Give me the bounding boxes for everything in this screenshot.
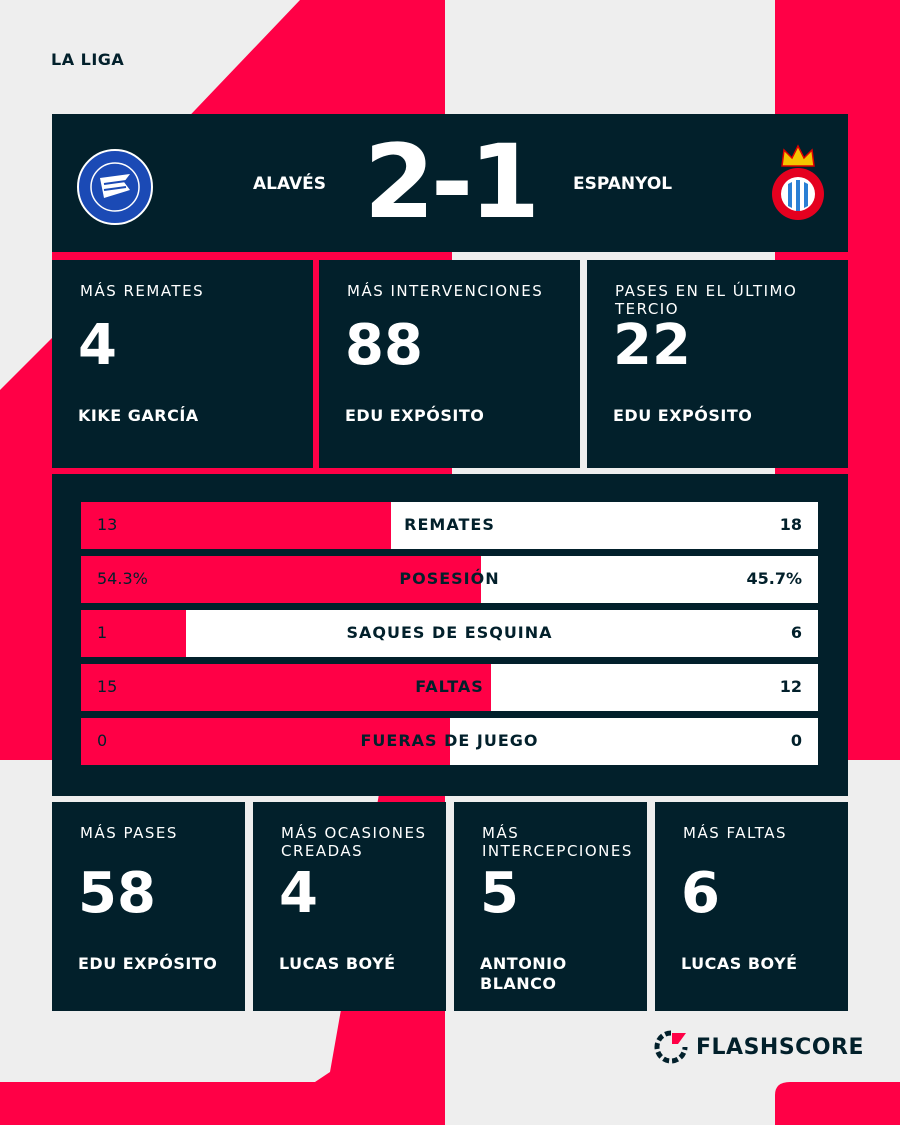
leader-label: MÁS REMATES: [80, 282, 205, 300]
stat-bar: FALTAS 15 12: [81, 664, 818, 711]
brand-name: FLASHSCORE: [696, 1034, 864, 1060]
leader-value: 88: [345, 313, 423, 378]
leader-label: MÁS FALTAS: [683, 824, 788, 842]
leader-player: LUCAS BOYÉ: [681, 954, 798, 973]
stat-home-value: 15: [97, 677, 118, 696]
stat-bar-fill: [81, 556, 482, 603]
alaves-logo: [77, 149, 153, 225]
stat-name: POSESIÓN: [399, 569, 500, 588]
leader-value: 6: [681, 861, 720, 926]
leader-player: KIKE GARCÍA: [78, 406, 199, 425]
league-name: LA LIGA: [51, 50, 125, 69]
leader-label: MÁS INTERCEPCIONES: [482, 824, 633, 860]
stat-away-value: 18: [779, 515, 802, 534]
leader-player: LUCAS BOYÉ: [279, 954, 396, 973]
leader-value: 22: [613, 313, 691, 378]
stat-name: SAQUES DE ESQUINA: [346, 623, 553, 642]
stat-name: FALTAS: [415, 677, 484, 696]
bottom-leader-card: MÁS PASES 58 EDU EXPÓSITO: [52, 802, 245, 1011]
bottom-leader-card: MÁS OCASIONES CREADAS 4 LUCAS BOYÉ: [253, 802, 446, 1011]
stat-home-value: 13: [97, 515, 118, 534]
stat-name: REMATES: [404, 515, 495, 534]
leader-value: 4: [279, 861, 318, 926]
bottom-leader-card: MÁS INTERCEPCIONES 5 ANTONIO BLANCO: [454, 802, 647, 1011]
stat-away-value: 6: [790, 623, 802, 642]
top-leader-card: MÁS REMATES 4 KIKE GARCÍA: [52, 260, 313, 468]
stat-away-value: 0: [790, 731, 802, 750]
stat-bar-fill: [81, 718, 450, 765]
stat-away-value: 12: [779, 677, 802, 696]
leader-player: EDU EXPÓSITO: [78, 954, 218, 973]
leader-label: MÁS PASES: [80, 824, 178, 842]
scoreboard: ALAVÉS 2-1 ESPANYOL: [52, 114, 848, 252]
flashscore-logo-icon: [654, 1030, 688, 1064]
stat-bar-fill: [81, 502, 391, 549]
away-team: ESPANYOL: [573, 174, 673, 194]
home-team: ALAVÉS: [253, 174, 327, 194]
stat-bar: POSESIÓN 54.3% 45.7%: [81, 556, 818, 603]
stat-bar-fill: [81, 664, 491, 711]
flashscore-brand: FLASHSCORE: [654, 1030, 864, 1064]
stat-bar: SAQUES DE ESQUINA 1 6: [81, 610, 818, 657]
leader-label: MÁS OCASIONES CREADAS: [281, 824, 427, 860]
leader-label: MÁS INTERVENCIONES: [347, 282, 544, 300]
leader-value: 58: [78, 861, 156, 926]
top-leader-card: PASES EN EL ÚLTIMO TERCIO 22 EDU EXPÓSIT…: [587, 260, 848, 468]
stat-away-value: 45.7%: [746, 569, 802, 588]
stat-home-value: 54.3%: [97, 569, 148, 588]
stat-name: FUERAS DE JUEGO: [360, 731, 539, 750]
bottom-leader-card: MÁS FALTAS 6 LUCAS BOYÉ: [655, 802, 848, 1011]
stat-home-value: 0: [97, 731, 108, 750]
leader-value: 4: [78, 313, 117, 378]
stat-bar: FUERAS DE JUEGO 0 0: [81, 718, 818, 765]
leader-label: PASES EN EL ÚLTIMO TERCIO: [615, 282, 798, 318]
stat-home-value: 1: [97, 623, 108, 642]
top-leader-card: MÁS INTERVENCIONES 88 EDU EXPÓSITO: [319, 260, 580, 468]
leader-value: 5: [480, 861, 519, 926]
stat-bar: REMATES 13 18: [81, 502, 818, 549]
score: 2-1: [363, 123, 540, 242]
stat-bar-fill: [81, 610, 187, 657]
leader-player: EDU EXPÓSITO: [345, 406, 485, 425]
espanyol-logo: [772, 144, 824, 220]
leader-player: ANTONIO BLANCO: [480, 954, 567, 993]
leader-player: EDU EXPÓSITO: [613, 406, 753, 425]
